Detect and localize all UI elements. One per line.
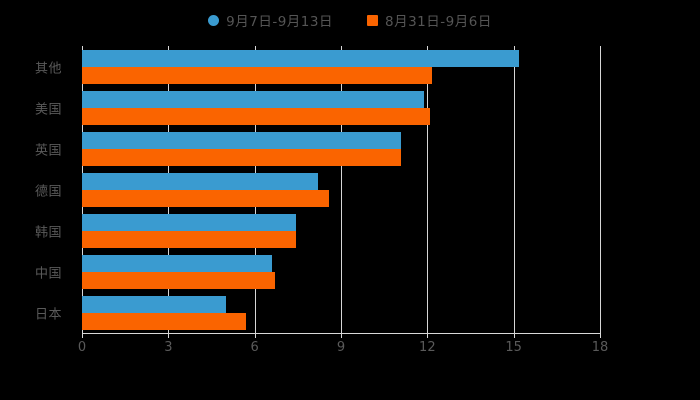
- y-axis-label: 英国: [34, 143, 62, 158]
- x-tick-label: 12: [419, 340, 436, 355]
- bar-group: [82, 87, 600, 128]
- x-tick-mark: [513, 333, 515, 338]
- y-axis-label: 日本: [34, 307, 62, 322]
- y-axis-label: 中国: [34, 266, 62, 281]
- gridline: [513, 46, 515, 333]
- x-tick-mark: [427, 333, 429, 338]
- gridline: [341, 46, 342, 333]
- bar-中国-series-1[interactable]: [82, 271, 275, 289]
- y-axis-label: 德国: [34, 184, 62, 199]
- bar-group: [82, 169, 600, 210]
- x-tick-label: 0: [77, 340, 87, 355]
- gridline: [427, 46, 429, 333]
- bar-德国-series-0[interactable]: [82, 172, 318, 190]
- bar-日本-series-0[interactable]: [82, 295, 226, 313]
- bar-德国-series-1[interactable]: [82, 189, 330, 207]
- bar-美国-series-0[interactable]: [82, 90, 425, 108]
- y-axis-label: 韩国: [34, 225, 62, 240]
- legend-label: 8月31日-9月6日: [385, 14, 492, 30]
- bar-中国-series-0[interactable]: [82, 254, 272, 272]
- x-axis: 0 3 6 9 12 15 18: [78, 333, 608, 363]
- bar-group: [82, 251, 600, 292]
- plot-area: [82, 46, 601, 333]
- x-tick-label: 18: [591, 340, 609, 355]
- x-tick-label: 15: [505, 340, 522, 355]
- gridline: [600, 46, 601, 333]
- legend-entry[interactable]: 9月7日-9月13日: [208, 10, 333, 30]
- x-tick-mark: [254, 333, 256, 338]
- legend-entry[interactable]: 8月31日-9月6日: [367, 10, 492, 30]
- legend-marker-square-icon: [367, 14, 378, 26]
- bar-group: [82, 128, 600, 169]
- x-tick-mark: [82, 333, 83, 338]
- y-axis-labels: 其他美国英国德国韩国中国日本: [0, 46, 72, 333]
- x-tick-mark: [168, 333, 170, 338]
- bar-韩国-series-0[interactable]: [82, 213, 297, 231]
- x-tick-label: 3: [164, 340, 173, 355]
- x-tick-label: 6: [250, 340, 259, 355]
- bar-group: [82, 210, 600, 251]
- legend-label: 9月7日-9月13日: [226, 14, 333, 30]
- x-tick-label: 9: [336, 340, 346, 355]
- bar-其他-series-0[interactable]: [82, 49, 520, 67]
- y-axis-label: 美国: [34, 102, 62, 117]
- bar-英国-series-0[interactable]: [82, 131, 402, 149]
- chart-legend: 9月7日-9月13日 8月31日-9月6日: [0, 6, 700, 34]
- y-axis-label: 其他: [34, 61, 62, 76]
- legend-marker-circle-icon: [208, 14, 220, 26]
- bar-group: [82, 292, 600, 333]
- bar-其他-series-1[interactable]: [82, 66, 432, 84]
- bar-日本-series-1[interactable]: [82, 312, 247, 330]
- bar-美国-series-1[interactable]: [82, 107, 431, 125]
- x-tick-mark: [341, 333, 342, 338]
- bar-group: [82, 46, 600, 87]
- bar-英国-series-1[interactable]: [82, 148, 402, 166]
- x-tick-mark: [600, 333, 601, 338]
- bar-韩国-series-1[interactable]: [82, 230, 297, 248]
